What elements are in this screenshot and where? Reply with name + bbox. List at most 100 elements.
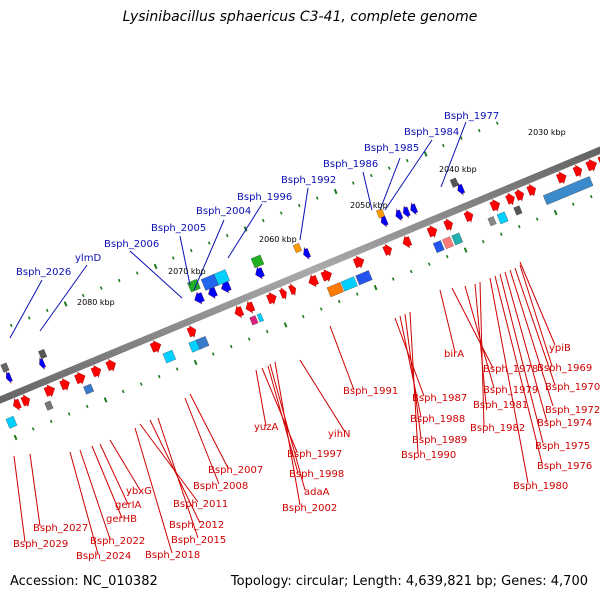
leader-line [519,261,556,346]
reverse-gene-arrow [403,205,411,219]
homology-block [442,236,454,250]
scale-tick [103,397,108,403]
gene-label: Bsph_1981 [473,400,528,411]
scale-tick [157,374,161,379]
homology-block [256,312,264,323]
forward-gene-arrow [514,188,524,202]
scale-tick [171,256,175,260]
gene-label: birA [444,349,464,360]
scale-tick [319,307,323,311]
scale-tick [517,224,521,229]
gene-label: adaA [304,487,330,498]
forward-gene-arrow [74,371,86,385]
reverse-gene-arrow [234,305,245,319]
leader-line [479,281,485,427]
gene-label: Bsph_2006 [104,239,159,250]
reverse-gene-arrow [13,397,22,411]
leader-line [509,269,554,407]
gene-label: Bsph_2029 [13,539,68,550]
gene-label: Bsph_1996 [237,192,292,203]
leader-line [399,315,422,418]
scale-tick [265,329,269,334]
leader-line [440,121,467,188]
scale-tick [463,247,468,253]
label-leader-lines [9,121,556,555]
topology-label: Topology: circular; Length: 4,639,821 bp… [230,574,588,589]
leader-line [109,439,141,491]
scale-tick [81,293,85,298]
gene-label: gerHB [106,514,137,525]
gene-label: Bsph_2008 [193,481,248,492]
scale-tick [99,286,103,290]
forward-gene-arrow [526,183,536,197]
gene-label: Bsph_2027 [33,523,88,534]
forward-gene-arrow [597,156,600,164]
leader-line [9,279,43,339]
reverse-gene-arrow [194,291,205,305]
homology-block [340,276,358,292]
reverse-gene-arrow [308,274,319,288]
gene-label: Bsph_2002 [282,503,337,514]
scale-tick [499,232,503,236]
leader-line [99,443,129,505]
scale-tick [225,233,229,238]
leader-line [519,264,553,367]
homology-block [487,216,497,227]
scale-label: 2040 kbp [439,165,477,174]
map-title: Lysinibacillus sphaericus C3-41, complet… [122,9,478,25]
scale-tick [553,209,558,216]
forward-gene-arrow [266,292,277,305]
forward-gene-arrow [59,378,70,391]
leader-line [329,325,355,391]
scale-tick [423,151,428,157]
homology-block [326,282,344,298]
homology-block [44,400,54,411]
scale-tick [535,217,539,221]
gene-label: Bsph_1977 [444,111,499,122]
homology-block [513,205,523,216]
gene-label: Bsph_2026 [16,267,71,278]
leader-line [255,369,267,427]
forward-gene-arrow [43,384,56,398]
reverse-gene-arrow [303,246,311,260]
scale-tick [333,188,338,195]
gene-label: Bsph_1982 [470,423,525,434]
gene-label: Bsph_2011 [173,499,228,510]
leader-line [379,157,401,211]
homology-block [451,232,464,246]
leader-line [13,455,26,543]
scale-tick [405,158,409,163]
scale-tick [445,254,449,259]
leader-line [69,451,99,555]
leader-line [274,361,301,506]
leader-line [299,187,309,241]
gene-label: gerIA [115,500,142,511]
leader-line [499,273,544,444]
homology-block [38,349,48,360]
scale-tick [283,322,288,328]
scale-tick [369,173,373,178]
forward-gene-arrow [572,164,583,178]
forward-gene-arrow [352,255,365,269]
scale-tick [121,389,125,394]
reverse-gene-arrow [6,371,13,384]
leader-line [494,275,543,464]
scale-tick [387,166,391,170]
scale-tick [67,412,71,416]
gene-label: Bsph_1990 [401,450,456,461]
scale-tick [589,194,593,199]
reverse-gene-arrow [245,300,256,314]
scale-tick [571,202,575,206]
gene-label: Bsph_1985 [364,143,419,154]
gene-label: Bsph_2018 [145,550,200,561]
gene-label: Bsph_1974 [537,418,592,429]
homology-block [292,242,302,254]
scale-tick [409,269,413,274]
leader-line [409,311,419,454]
gene-label: Bsph_1978 [483,364,538,375]
gene-label: Bsph_1997 [287,449,342,460]
leader-line [384,139,433,211]
gene-label: Bsph_1987 [412,393,467,404]
gene-label: Bsph_2015 [171,535,226,546]
homology-block [432,240,445,253]
